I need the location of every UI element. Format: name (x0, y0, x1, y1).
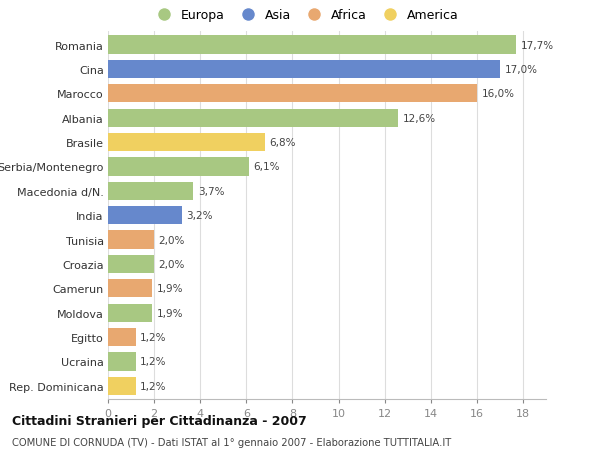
Text: 17,7%: 17,7% (521, 40, 554, 50)
Text: 1,9%: 1,9% (157, 308, 183, 318)
Text: 1,9%: 1,9% (157, 284, 183, 294)
Bar (108, 207, 182, 225)
Text: 1,2%: 1,2% (140, 332, 167, 342)
Bar (108, 134, 265, 152)
Text: 17,0%: 17,0% (505, 65, 538, 75)
Text: 16,0%: 16,0% (481, 89, 514, 99)
Bar (108, 255, 154, 274)
Text: 3,7%: 3,7% (198, 186, 224, 196)
Text: COMUNE DI CORNUDA (TV) - Dati ISTAT al 1° gennaio 2007 - Elaborazione TUTTITALIA: COMUNE DI CORNUDA (TV) - Dati ISTAT al 1… (12, 437, 451, 447)
Bar (108, 353, 136, 371)
Text: 6,8%: 6,8% (269, 138, 296, 148)
Text: 2,0%: 2,0% (159, 235, 185, 245)
Text: Cittadini Stranieri per Cittadinanza - 2007: Cittadini Stranieri per Cittadinanza - 2… (12, 414, 307, 428)
Text: 6,1%: 6,1% (253, 162, 280, 172)
Bar (108, 231, 154, 249)
Bar (108, 158, 248, 176)
Bar (108, 61, 500, 79)
Text: 1,2%: 1,2% (140, 357, 167, 367)
Bar (108, 377, 136, 395)
Legend: Europa, Asia, Africa, America: Europa, Asia, Africa, America (151, 9, 459, 22)
Bar (108, 36, 516, 55)
Bar (108, 280, 152, 298)
Text: 3,2%: 3,2% (187, 211, 213, 221)
Bar (108, 85, 477, 103)
Bar (108, 182, 193, 201)
Text: 12,6%: 12,6% (403, 113, 436, 123)
Text: 1,2%: 1,2% (140, 381, 167, 391)
Bar (108, 109, 398, 128)
Text: 2,0%: 2,0% (159, 259, 185, 269)
Bar (108, 304, 152, 322)
Bar (108, 328, 136, 347)
